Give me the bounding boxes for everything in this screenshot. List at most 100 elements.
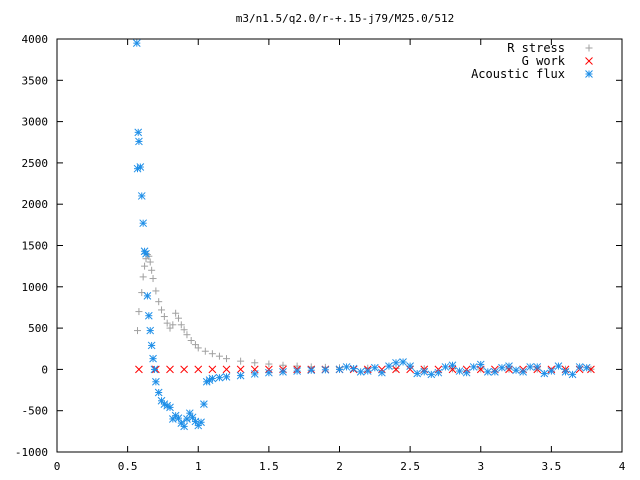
data-point [363, 367, 372, 375]
data-point [568, 370, 577, 379]
plot-frame [56, 38, 623, 453]
data-point [166, 403, 174, 412]
data-point [146, 258, 154, 266]
data-point [166, 365, 174, 374]
data-point [420, 368, 429, 376]
data-point [169, 321, 177, 329]
data-point [512, 366, 520, 375]
data-point [370, 363, 379, 372]
data-point [215, 352, 223, 360]
data-point [134, 327, 142, 335]
data-point [140, 247, 149, 256]
y-tick-label: 4000 [22, 33, 49, 46]
data-point [146, 326, 155, 335]
data-point [141, 262, 149, 270]
data-point [469, 363, 478, 371]
legend-marker [585, 70, 593, 78]
data-point [201, 347, 209, 355]
data-point [160, 313, 168, 321]
y-tick-label: 500 [28, 322, 48, 335]
y-tick-label: 3500 [22, 74, 49, 87]
y-tick-label: 2500 [22, 157, 49, 170]
data-point [251, 359, 259, 367]
data-point [208, 374, 217, 383]
data-point [155, 298, 163, 306]
data-point [222, 365, 231, 374]
data-point [498, 363, 506, 372]
data-point [137, 192, 146, 200]
data-point [143, 292, 152, 300]
data-point [575, 363, 584, 371]
data-point [378, 368, 386, 377]
data-point [342, 363, 351, 371]
data-point [149, 354, 157, 363]
data-point [505, 362, 513, 370]
data-point [172, 309, 180, 317]
legend-marker [585, 57, 593, 65]
x-tick-label: 3 [477, 460, 484, 473]
y-tick-label: 1000 [22, 281, 49, 294]
data-point [392, 358, 400, 367]
series-acoustic-flux [132, 39, 591, 431]
data-point [483, 368, 492, 376]
data-point [223, 355, 230, 363]
data-point [356, 368, 365, 376]
data-point [448, 361, 457, 370]
x-tick-label: 1.5 [259, 460, 279, 473]
data-point [208, 365, 217, 374]
x-tick-label: 3.5 [541, 460, 561, 473]
data-point [135, 137, 143, 146]
axes: 0 0.5 1 1.5 2 2.5 3 3.5 4 -1000 -500 0 500 1000 1500 20… [15, 33, 626, 473]
data-point [392, 365, 400, 374]
x-tick-label: 4 [619, 460, 626, 473]
data-point [158, 306, 166, 314]
data-point [279, 361, 287, 369]
data-point [139, 219, 148, 228]
data-point [180, 365, 188, 374]
data-point [321, 365, 330, 374]
data-point [349, 364, 358, 373]
data-point [236, 371, 245, 380]
data-point [136, 163, 145, 171]
data-point [582, 363, 591, 372]
data-point [152, 287, 160, 295]
data-point [180, 326, 188, 334]
data-point [307, 366, 316, 375]
data-point [526, 363, 535, 371]
data-point [491, 368, 499, 376]
data-points [132, 39, 595, 431]
data-point [554, 362, 563, 370]
legend-label: R stress [507, 41, 565, 55]
x-tick-label: 0.5 [118, 460, 138, 473]
data-point [194, 344, 202, 352]
data-point [132, 39, 141, 47]
data-point [399, 358, 407, 366]
data-point [441, 363, 450, 371]
y-tick-label: 3000 [22, 116, 49, 129]
data-point [148, 266, 156, 274]
data-point [200, 400, 208, 408]
series-r-stress [134, 251, 595, 373]
data-point [144, 311, 153, 320]
data-point [279, 368, 287, 376]
y-tick-label: 1500 [22, 240, 49, 253]
data-point [194, 365, 203, 374]
data-point [149, 275, 157, 283]
data-point [135, 308, 143, 316]
data-point [139, 273, 147, 281]
data-point [154, 388, 163, 397]
data-point [215, 373, 224, 382]
data-point [147, 341, 156, 350]
data-point [427, 370, 436, 379]
data-point [177, 321, 185, 329]
data-point [183, 331, 191, 339]
data-point [587, 365, 595, 374]
data-point [293, 367, 301, 375]
data-point [462, 368, 471, 377]
legend-label: Acoustic flux [471, 67, 565, 81]
data-point [187, 336, 195, 344]
data-point [519, 368, 527, 376]
data-point [406, 362, 414, 370]
legend-marker [585, 44, 593, 52]
